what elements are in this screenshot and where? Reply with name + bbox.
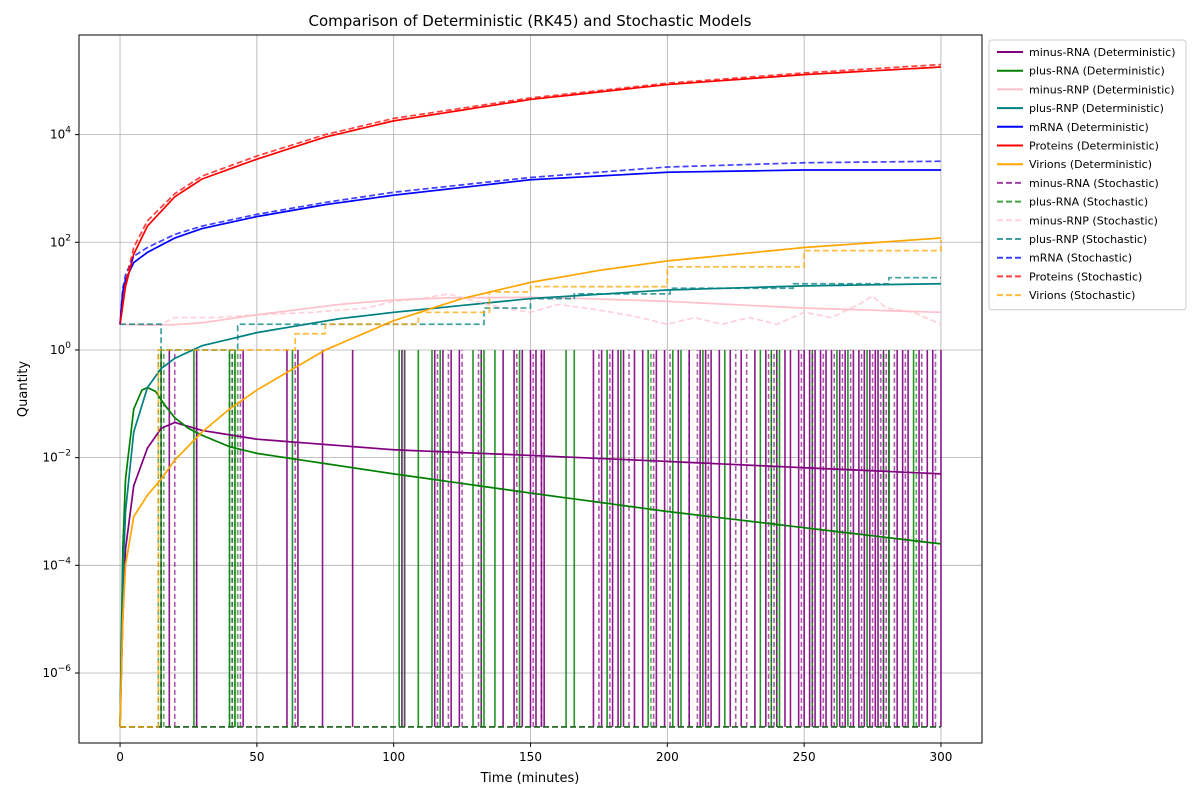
x-tick-label: 0 (116, 750, 124, 764)
legend-label: minus-RNA (Stochastic) (1029, 177, 1159, 190)
legend-label: mRNA (Deterministic) (1029, 121, 1149, 134)
legend-label: plus-RNA (Stochastic) (1029, 196, 1148, 209)
legend-label: plus-RNP (Deterministic) (1029, 102, 1164, 115)
series-line-plus-rnp-stochastic (120, 276, 941, 351)
y-tick-label: 10−6 (42, 664, 71, 680)
legend-box (988, 39, 1187, 311)
x-axis-ticks: 0 50 100 150 200 250 300 (116, 743, 952, 764)
legend-label: plus-RNA (Deterministic) (1029, 65, 1165, 78)
series-line-plus-rna-deterministic (119, 386, 942, 727)
x-tick-label: 200 (656, 750, 679, 764)
series-line-plus-rnp-deterministic (119, 282, 941, 727)
legend-label: Virions (Stochastic) (1029, 289, 1135, 302)
legend-label: Proteins (Deterministic) (1029, 140, 1159, 153)
legend-label: minus-RNP (Stochastic) (1029, 214, 1158, 227)
series-line-minus-rnp-stochastic (120, 293, 942, 326)
legend-label: minus-RNP (Deterministic) (1029, 83, 1175, 96)
legend: minus-RNA (Deterministic) plus-RNA (Deter… (988, 39, 1187, 311)
legend-label: minus-RNA (Deterministic) (1029, 46, 1176, 59)
legend-label: mRNA (Stochastic) (1029, 252, 1132, 265)
series-line-mrna-stochastic (119, 160, 941, 325)
x-tick-label: 100 (382, 750, 405, 764)
x-tick-label: 150 (519, 750, 542, 764)
y-tick-label: 10−2 (42, 449, 71, 465)
series-line-virions-deterministic (119, 237, 942, 727)
series-lines (119, 63, 942, 728)
y-tick-label: 102 (50, 233, 71, 249)
y-tick-label: 10−4 (42, 556, 71, 572)
legend-label: Proteins (Stochastic) (1029, 270, 1142, 283)
series-line-proteins-deterministic (119, 66, 942, 325)
spike-lines (157, 349, 942, 727)
legend-label: Virions (Deterministic) (1029, 158, 1152, 171)
x-tick-label: 250 (793, 750, 816, 764)
series-line-virions-stochastic (120, 240, 942, 728)
y-tick-label: 104 (50, 126, 71, 142)
x-tick-label: 300 (930, 750, 953, 764)
legend-label: plus-RNP (Stochastic) (1029, 233, 1147, 246)
y-tick-label: 100 (50, 341, 71, 357)
series-line-minus-rnp-deterministic (120, 296, 941, 326)
series-line-proteins-stochastic (119, 63, 942, 325)
x-axis-label: Time (minutes) (480, 771, 580, 786)
y-axis-ticks: 104 102 100 10−2 10−4 10−6 (42, 126, 79, 680)
y-axis-label: Quantity (16, 361, 31, 417)
series-line-minus-rna-deterministic (119, 421, 941, 727)
x-tick-label: 50 (249, 750, 264, 764)
chart-title: Comparison of Deterministic (RK45) and S… (309, 12, 752, 30)
